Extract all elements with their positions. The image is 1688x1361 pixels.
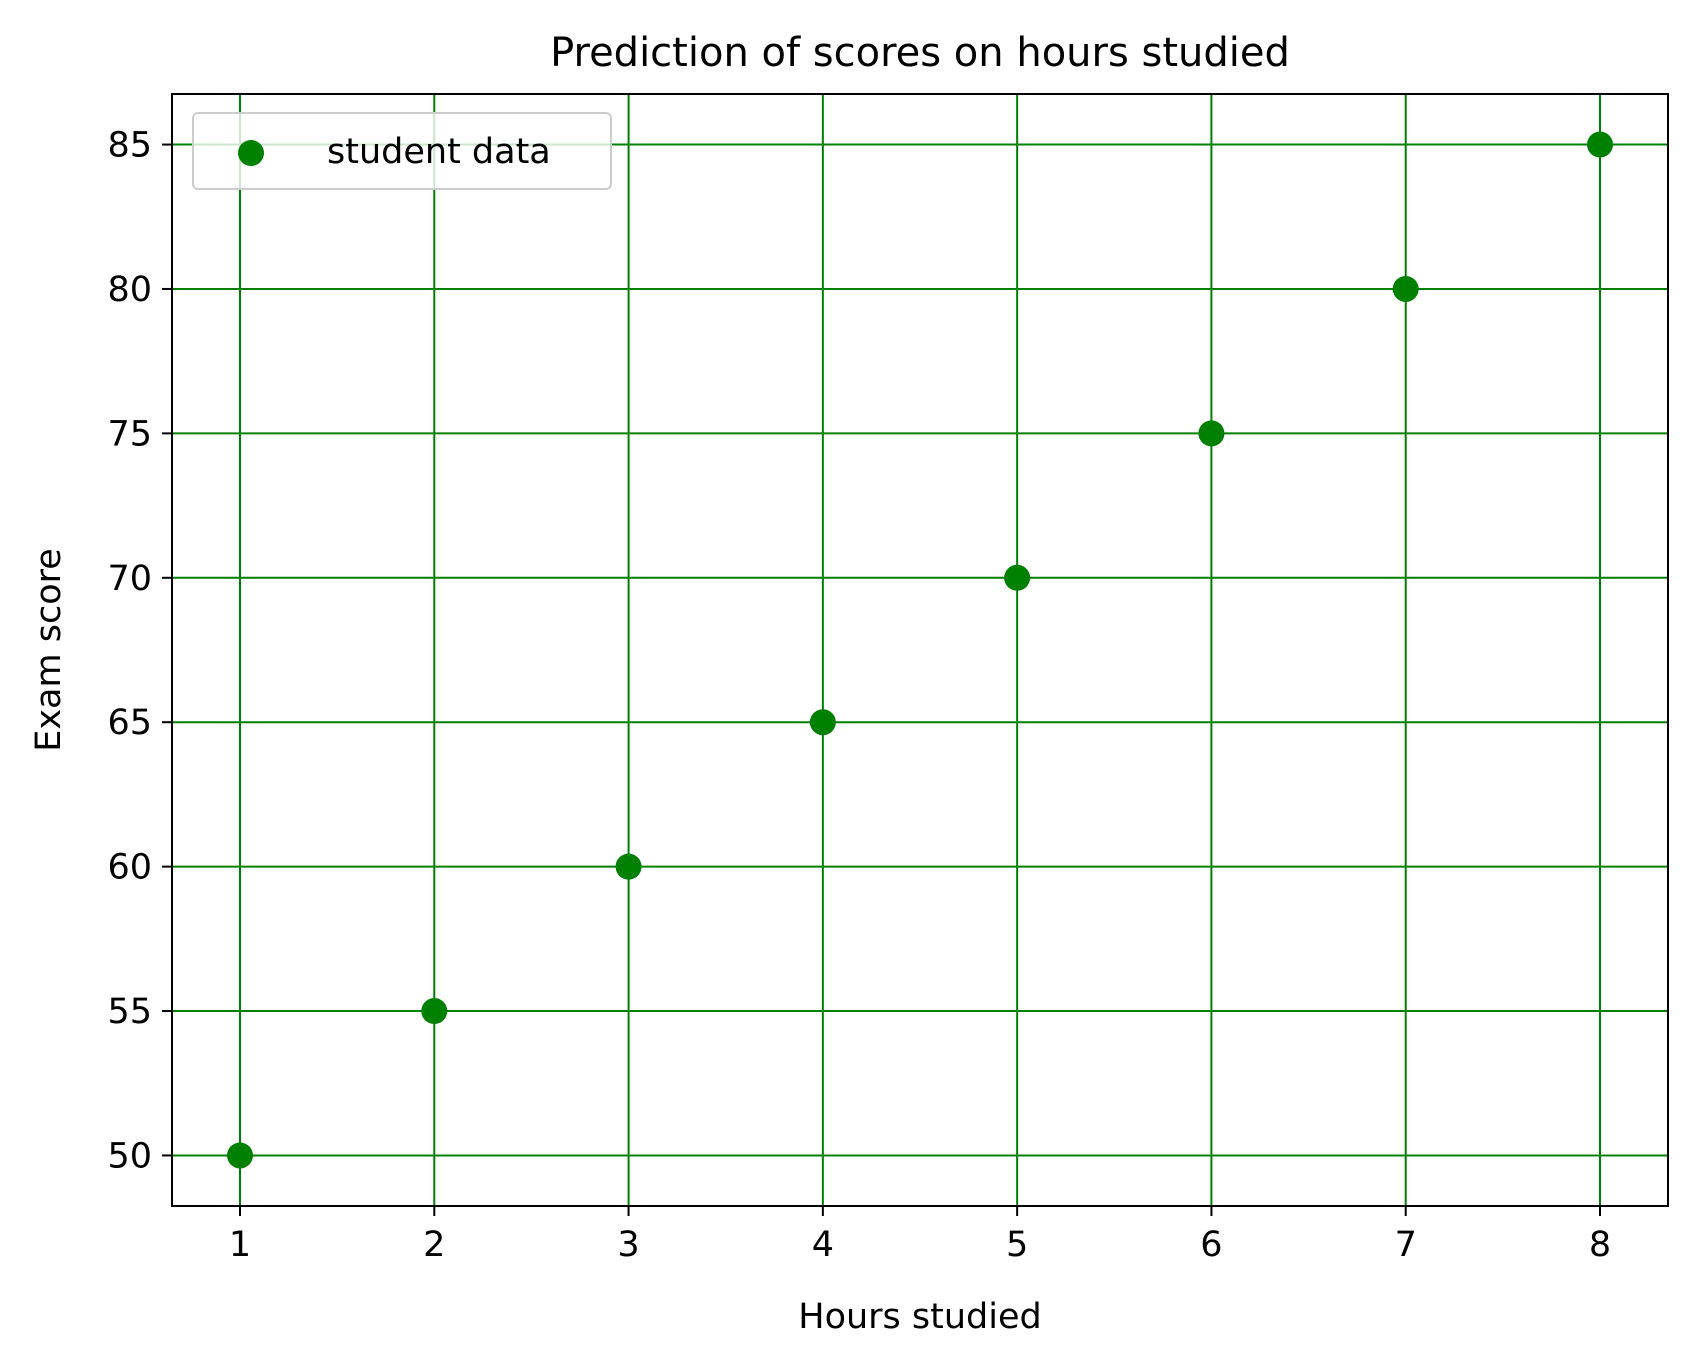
legend: student data	[192, 112, 612, 190]
legend-label: student data	[327, 132, 551, 172]
plot-area-frame	[171, 93, 1669, 1207]
data-point	[615, 853, 642, 880]
y-tick-label: 70	[107, 559, 152, 599]
y-tick-label: 65	[107, 703, 152, 743]
data-point	[1198, 420, 1225, 447]
x-tick-label: 7	[1395, 1225, 1417, 1265]
y-axis-label: Exam score	[29, 548, 69, 752]
y-tick-label: 80	[107, 270, 152, 310]
x-tick-label: 1	[229, 1225, 251, 1265]
y-axis-ticks: 50 55 60 65 70 75 80 85	[107, 126, 172, 1176]
data-point	[809, 709, 836, 736]
y-tick-label: 85	[107, 126, 152, 166]
y-tick-label: 50	[107, 1136, 152, 1176]
x-axis-label: Hours studied	[798, 1297, 1042, 1337]
y-tick-label: 60	[107, 848, 152, 888]
y-tick-label: 75	[107, 414, 152, 454]
legend-box	[192, 112, 612, 190]
data-point	[1392, 275, 1419, 302]
data-point	[227, 1142, 253, 1169]
legend-marker-icon	[238, 140, 264, 166]
y-tick-label: 55	[107, 992, 152, 1032]
x-tick-label: 3	[617, 1225, 639, 1265]
grid-lines	[172, 94, 1668, 1206]
x-tick-label: 8	[1589, 1225, 1611, 1265]
x-tick-label: 5	[1006, 1225, 1028, 1265]
data-point	[1004, 564, 1031, 591]
chart-title: Prediction of scores on hours studied	[550, 30, 1290, 76]
data-point	[1587, 131, 1613, 158]
data-point	[421, 998, 448, 1025]
x-tick-label: 2	[423, 1225, 445, 1265]
x-tick-label: 6	[1200, 1225, 1222, 1265]
data-points	[227, 131, 1613, 1169]
x-axis-ticks: 1 2 3 4 5 6 7 8	[229, 1206, 1611, 1265]
x-tick-label: 4	[812, 1225, 834, 1265]
